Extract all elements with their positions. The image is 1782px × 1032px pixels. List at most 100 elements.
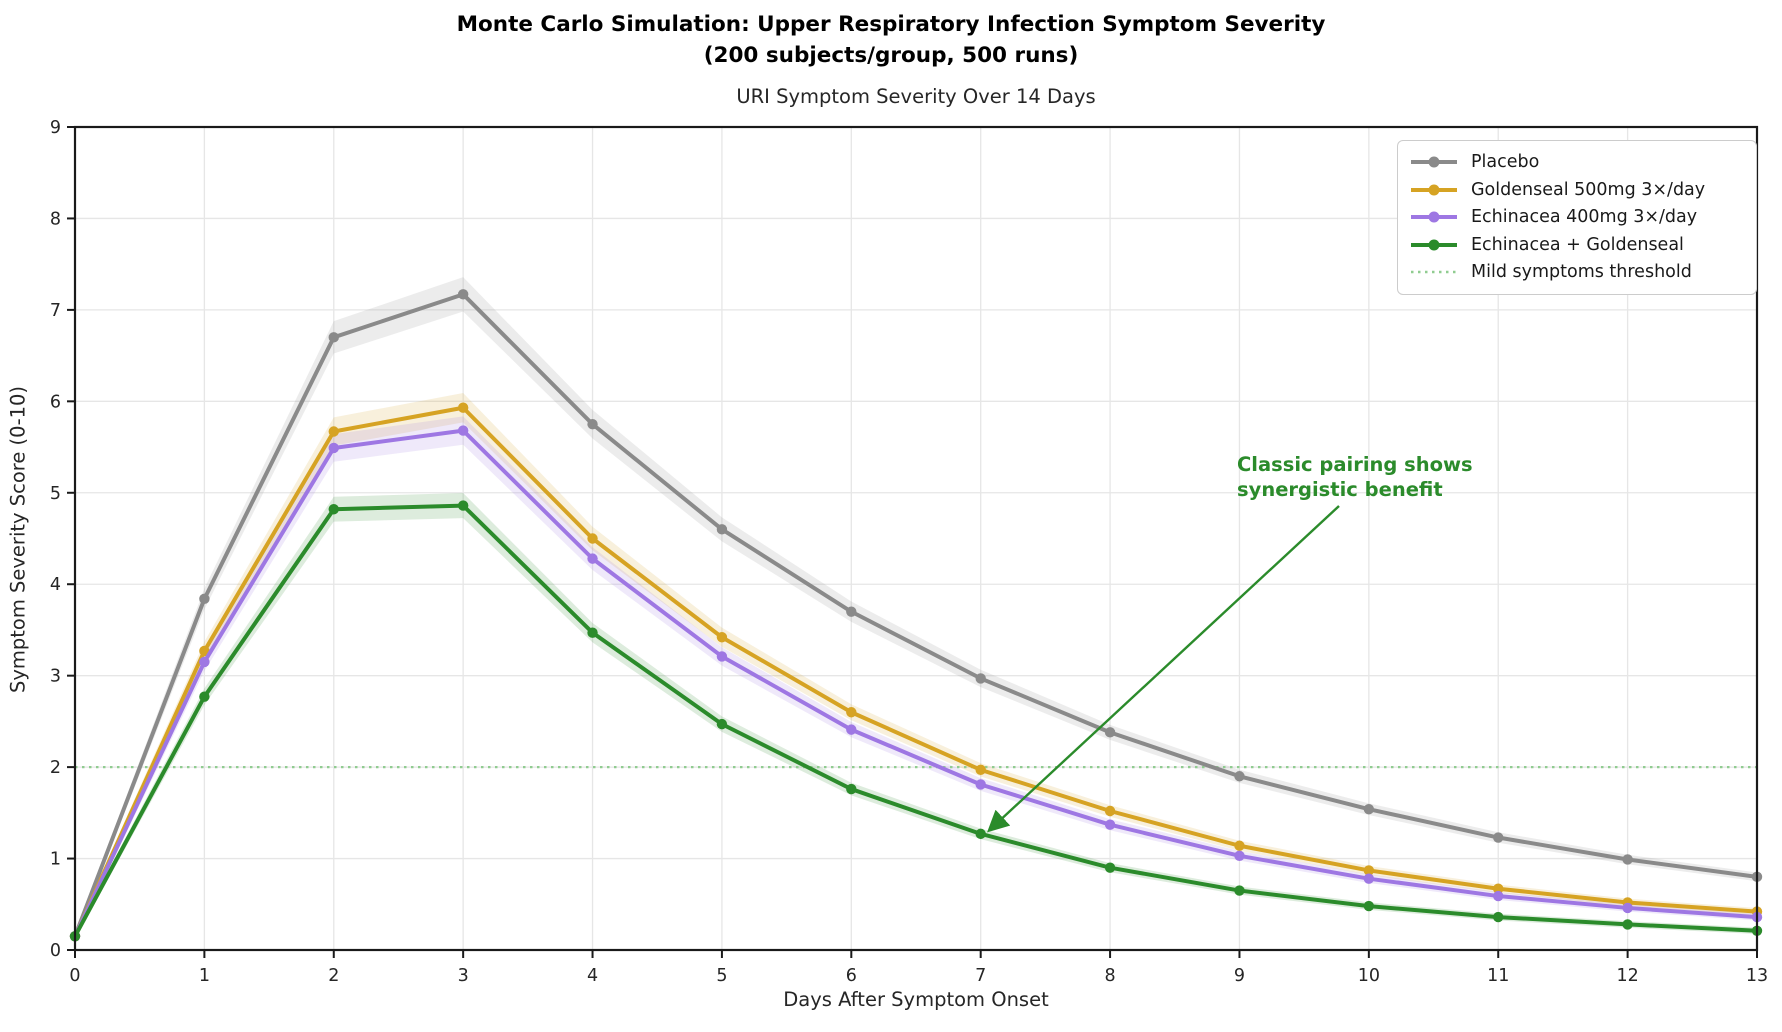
line-marker-icon	[1411, 156, 1457, 168]
series-line-echinacea-400mg-3-day	[73, 428, 1759, 939]
data-point-goldenseal-500mg-3-day-day-2	[328, 426, 339, 437]
data-point-echinacea-400mg-3-day-day-1	[199, 656, 210, 668]
x-tick-label: 8	[1105, 966, 1116, 986]
data-point-goldenseal-500mg-3-day-day-10	[1363, 865, 1375, 876]
data-point-echinacea-goldenseal-day-9	[1234, 885, 1245, 896]
legend-item-echinacea-400mg-3-day: Echinacea 400mg 3×/day	[1410, 204, 1744, 231]
y-tick-label: 9	[50, 118, 61, 138]
legend-item-placebo: Placebo	[1410, 149, 1744, 176]
data-point-echinacea-400mg-3-day-day-6	[846, 724, 857, 735]
y-tick-labels: 0 1 2 3 4 5 6 7 8 9	[50, 118, 61, 961]
data-point-goldenseal-500mg-3-day-day-9	[1234, 840, 1245, 851]
data-point-echinacea-goldenseal-day-1	[199, 691, 210, 702]
data-point-placebo-day-2	[328, 332, 339, 343]
data-point-echinacea-goldenseal-day-2	[328, 504, 339, 515]
x-tick-label: 4	[587, 966, 598, 986]
data-point-echinacea-400mg-3-day-day-11	[1493, 890, 1504, 902]
y-tick-label: 0	[50, 941, 61, 961]
x-tick-label: 6	[846, 966, 857, 986]
data-point-echinacea-400mg-3-day-day-8	[1104, 819, 1116, 830]
line-marker-icon	[1411, 239, 1457, 251]
data-point-echinacea-goldenseal-day-4	[587, 627, 598, 638]
data-point-echinacea-400mg-3-day-day-10	[1363, 873, 1375, 884]
x-tick-label: 12	[1616, 966, 1638, 986]
y-tick-label: 5	[50, 484, 61, 504]
x-tick-label: 5	[716, 966, 727, 986]
series-line-goldenseal-500mg-3-day	[73, 405, 1759, 939]
data-point-placebo-day-1	[199, 593, 210, 605]
legend-item-label: Echinacea + Goldenseal	[1471, 234, 1684, 255]
y-tick-label: 4	[50, 575, 61, 595]
data-point-goldenseal-500mg-3-day-day-8	[1104, 805, 1116, 817]
series-echinacea-400mg-3-day	[69, 425, 1763, 942]
data-point-goldenseal-500mg-3-day-day-5	[716, 632, 728, 643]
x-tick-label: 1	[199, 966, 210, 986]
figure-title: Monte Carlo Simulation: Upper Respirator…	[0, 9, 1782, 71]
series-band-echinacea-400mg-3-day	[75, 416, 1757, 940]
data-point-echinacea-400mg-3-day-day-4	[587, 553, 598, 564]
y-tick-label: 7	[50, 301, 61, 321]
series-line-echinacea-goldenseal	[73, 503, 1759, 939]
data-point-echinacea-goldenseal-day-6	[846, 783, 857, 795]
x-tick-label: 10	[1358, 966, 1380, 986]
dotted-line-icon	[1411, 271, 1457, 274]
legend-item-label: Placebo	[1471, 152, 1540, 173]
figure-title-line2: (200 subjects/group, 500 runs)	[703, 43, 1079, 68]
series-goldenseal-500mg-3-day	[69, 402, 1763, 942]
data-point-goldenseal-500mg-3-day-day-11	[1493, 883, 1504, 894]
data-point-echinacea-goldenseal-day-8	[1104, 862, 1116, 873]
data-point-echinacea-goldenseal-day-10	[1363, 900, 1375, 912]
data-point-echinacea-goldenseal-day-3	[457, 500, 469, 511]
data-point-placebo-day-10	[1363, 803, 1375, 815]
x-tick-label: 0	[69, 966, 80, 986]
line-marker-icon	[1411, 211, 1457, 223]
data-point-goldenseal-500mg-3-day-day-3	[457, 402, 469, 413]
data-point-echinacea-goldenseal-day-12	[1622, 919, 1633, 930]
data-point-placebo-day-11	[1493, 832, 1504, 843]
series-line-placebo	[73, 292, 1759, 939]
x-tick-label: 7	[975, 966, 986, 986]
legend-item-label: Goldenseal 500mg 3×/day	[1471, 179, 1706, 200]
data-point-placebo-day-9	[1234, 771, 1245, 782]
legend-item-mild-symptoms-threshold: Mild symptoms threshold	[1410, 259, 1744, 286]
y-axis-ticks	[67, 126, 75, 951]
legend-item-echinacea-goldenseal: Echinacea + Goldenseal	[1410, 232, 1744, 259]
data-point-goldenseal-500mg-3-day-day-4	[587, 533, 598, 544]
x-tick-label: 2	[328, 966, 339, 986]
data-point-echinacea-goldenseal-day-11	[1493, 911, 1504, 923]
chart-title: URI Symptom Severity Over 14 Days	[736, 85, 1096, 108]
data-point-placebo-day-12	[1622, 854, 1633, 865]
series-band-goldenseal-500mg-3-day	[75, 393, 1757, 940]
series-placebo	[69, 289, 1763, 942]
data-point-echinacea-400mg-3-day-day-5	[716, 651, 728, 662]
data-point-echinacea-400mg-3-day-day-7	[975, 779, 986, 790]
y-tick-label: 8	[50, 209, 61, 229]
annotation-line2: synergistic benefit	[1237, 478, 1443, 501]
legend-item-goldenseal-500mg-3-day: Goldenseal 500mg 3×/day	[1410, 177, 1744, 204]
data-point-goldenseal-500mg-3-day-day-7	[975, 764, 986, 776]
data-point-echinacea-400mg-3-day-day-12	[1622, 902, 1633, 914]
legend: Placebo Goldenseal 500mg 3×/day Echinacea …	[1397, 140, 1757, 295]
series-band-echinacea-goldenseal	[75, 493, 1757, 940]
data-point-echinacea-400mg-3-day-day-3	[457, 425, 469, 436]
data-point-echinacea-400mg-3-day-day-9	[1234, 850, 1245, 862]
data-point-placebo-day-5	[716, 524, 728, 535]
y-tick-label: 3	[50, 667, 61, 687]
y-tick-label: 1	[50, 850, 61, 870]
data-point-echinacea-goldenseal-day-5	[716, 718, 728, 730]
data-point-goldenseal-500mg-3-day-day-1	[199, 645, 210, 657]
y-tick-label: 2	[50, 758, 61, 778]
legend-item-label: Mild symptoms threshold	[1471, 262, 1692, 283]
data-point-goldenseal-500mg-3-day-day-6	[846, 707, 857, 718]
x-tick-label: 11	[1487, 966, 1509, 986]
legend-item-label: Echinacea 400mg 3×/day	[1471, 207, 1698, 228]
figure-title-line1: Monte Carlo Simulation: Upper Respirator…	[456, 12, 1326, 37]
data-point-echinacea-goldenseal-day-7	[975, 828, 986, 840]
data-point-placebo-day-8	[1104, 727, 1116, 738]
data-point-echinacea-400mg-3-day-day-2	[328, 442, 339, 454]
data-point-placebo-day-6	[846, 606, 857, 617]
x-axis-ticks	[74, 950, 1758, 958]
data-point-placebo-day-4	[587, 418, 598, 430]
